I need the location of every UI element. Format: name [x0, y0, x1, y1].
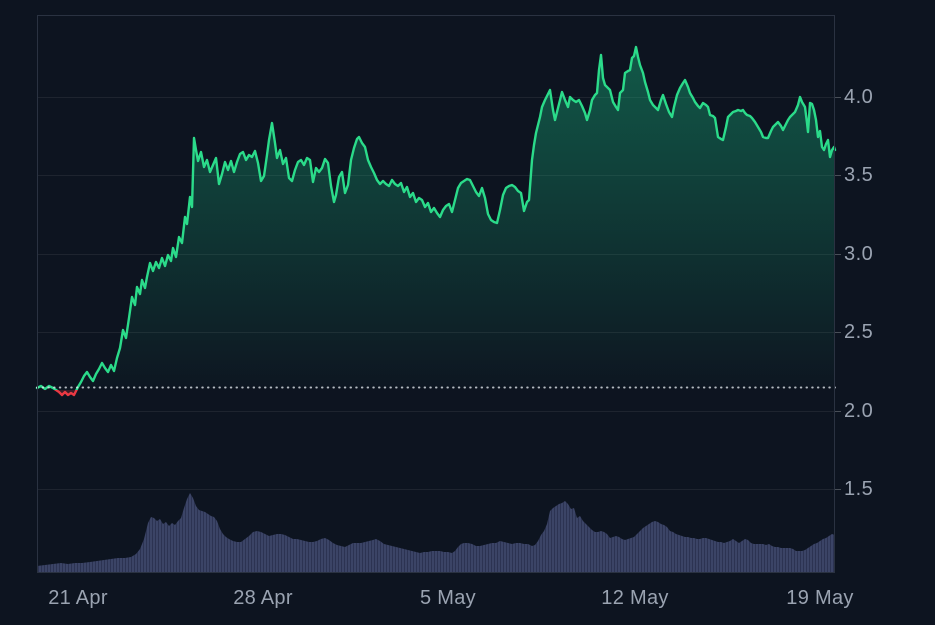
x-axis-label: 21 Apr: [48, 587, 108, 609]
x-axis-label: 5 May: [420, 587, 476, 609]
x-axis-label: 28 Apr: [233, 587, 293, 609]
y-axis-label: 3.5: [844, 164, 874, 186]
x-axis-label: 19 May: [786, 587, 854, 609]
y-axis-label: 2.5: [844, 321, 874, 343]
y-axis-label: 1.5: [844, 478, 874, 500]
y-axis-label: 4.0: [844, 86, 874, 108]
x-axis-label: 12 May: [601, 587, 669, 609]
y-axis-label: 2.0: [844, 400, 874, 422]
y-axis-label: 3.0: [844, 243, 874, 265]
chart-plot-area[interactable]: [37, 15, 835, 573]
